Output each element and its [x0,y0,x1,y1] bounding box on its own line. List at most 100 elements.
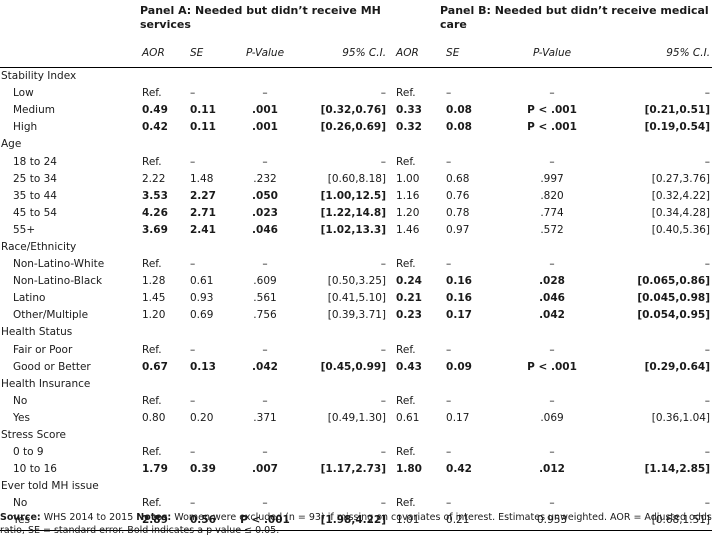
col-aor-b: AOR [394,40,441,68]
panel-b-se: 0.97 [446,223,470,236]
col-ci-a: 95% C.I. [298,40,395,68]
row-label: Latino [13,292,46,305]
panel-b-aor: Ref. [396,394,416,407]
panel-a-se: 0.61 [190,275,214,288]
col-ci-b: 95% C.I. [618,40,713,68]
panel-a-se: 1.48 [190,172,214,185]
panel-header-row: Panel A: Needed but didn’t receive MH se… [0,0,712,40]
panel-b-ci: [0.32,4.22] [651,189,711,202]
row-label: Fair or Poor [13,343,73,356]
panel-b-aor: Ref. [396,497,416,510]
panel-a-ci: [0.49,1.30] [327,411,387,424]
table-row: 45 to 54 4.26 2.71 .023 [1.22,14.8] 1.20 0.78.… [0,205,712,222]
panel-b-ci: [0.34,4.28] [651,206,711,219]
panel-a-se: 0.69 [190,309,214,322]
panel-b-aor: 0.61 [396,411,420,424]
panel-a-p: – [262,497,268,510]
panel-a-ci: [0.41,5.10] [327,292,387,305]
panel-a-p: – [262,446,268,459]
panel-a-aor: 1.20 [142,309,166,322]
panel-b-p: – [549,446,555,459]
panel-a-aor: 3.69 [142,223,168,236]
panel-b-p: – [549,343,555,356]
table-row: 10 to 16 1.79 0.39 .007 [1.17,2.73] 1.80 0.42.… [0,461,712,478]
panel-a-ci: [0.45,0.99] [320,360,387,373]
panel-b-ci: – [704,497,711,510]
row-label: Non-Latino-White [13,258,105,271]
panel-a-aor: 2.22 [142,172,166,185]
row-label: Other/Multiple [13,309,89,322]
panel-b-se: – [446,258,452,271]
panel-a-ci: [1.98,4.22] [298,512,395,531]
panel-a-ci: – [380,394,387,407]
panel-a-se: 0.11 [190,121,216,134]
table-row: Non-Latino-White Ref. – – – Ref. – – – [0,256,712,273]
section-label: Stress Score [1,429,67,442]
panel-a-se: – [190,155,196,168]
panel-a-ci: [1.00,12.5] [320,189,387,202]
notes-label: Notes: [136,512,172,523]
row-label: High [13,121,38,134]
panel-b-ci: – [704,446,711,459]
section-header-row: Race/Ethnicity [0,239,712,256]
section-label: Race/Ethnicity [1,240,77,253]
panel-a-ci: – [380,258,387,271]
panel-b-se: 0.78 [446,206,470,219]
panel-a-p: .371 [253,411,277,424]
table-row: 55+ 3.69 2.41 .046 [1.02,13.3] 1.46 0.97 .572 [0… [0,222,712,239]
panel-b-se: 0.16 [446,275,472,288]
section-label: Health Status [1,326,73,339]
panel-a-se: 0.13 [190,360,216,373]
section-label: Health Insurance [1,377,91,390]
panel-a-aor: 1.79 [142,463,168,476]
panel-a-se: 0.20 [190,411,214,424]
row-label: 0 to 9 [13,446,44,459]
panel-a-aor: 2.89 [140,512,184,531]
panel-a-aor: Ref. [142,497,162,510]
table-row: Other/Multiple 1.20 0.69 .756 [0.39,3.71] 0.2… [0,307,712,324]
source-label: Source: [0,512,41,523]
panel-b-p: .046 [539,292,565,305]
table-row: Non-Latino-Black 1.28 0.61 .609 [0.50,3.25] 0… [0,273,712,290]
table-row: Low Ref. – – – Ref. – – – [0,85,712,102]
panel-b-p: – [549,497,555,510]
row-label: No [13,394,28,407]
panel-a-ci: [0.60,8.18] [327,172,387,185]
section-header-row: Health Status [0,324,712,341]
panel-a-se: – [190,258,196,271]
panel-a-p: .561 [253,292,277,305]
panel-b-se: – [446,446,452,459]
panel-b-se: 0.08 [446,121,472,134]
table-row: Good or Better 0.67 0.13 .042 [0.45,0.99] 0.4… [0,359,712,376]
panel-a-ci: – [380,497,387,510]
table-row: No Ref. – – – Ref. – – – [0,393,712,410]
section-header-row: Age [0,136,712,153]
panel-b-p: P < .001 [527,121,577,134]
table-row: 18 to 24 Ref. – – – Ref. – – – [0,153,712,170]
col-aor-a: AOR [140,40,184,68]
panel-a-se: 0.11 [190,104,216,117]
panel-a-aor: 0.80 [142,411,166,424]
panel-a-aor: 1.45 [142,292,166,305]
panel-b-title: Panel B: Needed but didn’t receive medic… [440,4,709,31]
panel-a-aor: 0.67 [142,360,168,373]
panel-b-se: 0.17 [446,309,472,322]
panel-a-p: – [262,343,268,356]
panel-b-aor: 0.23 [396,309,422,322]
row-label: Low [13,87,34,100]
section-label: Age [1,138,22,151]
panel-a-p: .042 [252,360,278,373]
panel-b-se: 0.21 [440,512,487,531]
panel-a-p: .232 [253,172,277,185]
panel-a-se: 2.27 [190,189,216,202]
panel-a-se: – [190,394,196,407]
panel-a-p: .001 [252,121,278,134]
panel-b-p: .012 [539,463,565,476]
panel-b-ci: [0.29,0.64] [644,360,711,373]
row-label: Medium [13,104,55,117]
row-label: 45 to 54 [13,206,57,219]
col-se-a: SE [184,40,232,68]
table-row: Fair or Poor Ref. – – – Ref. – – – [0,342,712,359]
panel-b-ci: – [704,343,711,356]
panel-b-aor: 1.80 [396,463,422,476]
